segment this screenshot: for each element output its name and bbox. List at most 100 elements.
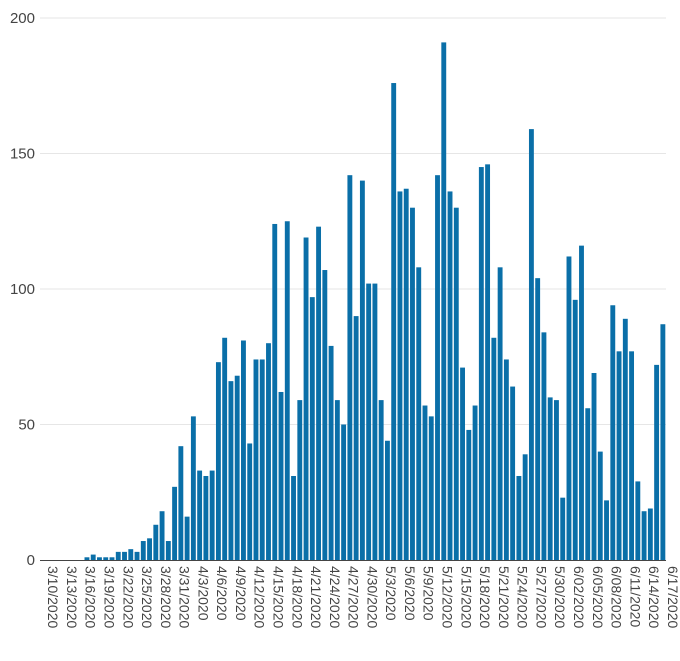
x-tick-label: 4/21/2020 [308,566,324,628]
bar [397,191,403,560]
bar [165,541,171,560]
bar [654,364,660,560]
bar [372,283,378,560]
bar [378,400,384,560]
x-tick-label: 3/16/2020 [83,566,99,628]
bar [184,516,190,560]
y-tick-label: 150 [10,146,35,163]
bar [309,297,315,560]
bar [359,180,365,560]
bar [460,367,465,560]
y-tick-label: 200 [10,10,35,27]
x-tick-label: 6/02/2020 [571,566,587,628]
bar [90,554,96,560]
bar [591,373,597,560]
bar [322,270,328,560]
bar [222,337,228,560]
bar [422,405,428,560]
bar [528,129,534,561]
bar [516,475,522,560]
bar [134,551,140,560]
x-tick-label: 3/22/2020 [120,566,136,628]
x-tick-label: 3/25/2020 [139,566,155,628]
bar [635,481,641,560]
x-tick-label: 6/17/2020 [665,566,680,628]
bar [97,557,102,560]
x-tick-label: 6/11/2020 [627,566,643,627]
bar [466,429,472,560]
x-tick-label: 4/18/2020 [289,566,305,628]
bar [140,541,146,560]
bar [472,405,478,560]
bar [510,386,516,560]
bar [303,237,309,560]
bar [622,318,628,560]
bar [122,551,127,560]
bar [178,446,184,560]
bar [391,83,397,560]
bar [147,538,152,560]
bar [366,283,372,560]
bar [128,549,134,560]
bar [109,557,115,560]
bar [485,164,491,560]
x-tick-label: 3/31/2020 [177,566,193,628]
bar [547,397,553,560]
x-tick-label: 5/21/2020 [496,566,512,628]
bar [266,343,271,560]
x-tick-label: 4/6/2020 [214,566,230,621]
bar [435,175,440,560]
bar [604,500,609,560]
x-tick-label: 5/30/2020 [552,566,568,628]
bar [585,408,591,560]
bar [284,221,290,560]
bar [616,351,622,560]
x-tick-label: 3/10/2020 [45,566,61,628]
x-tick-label: 6/14/2020 [646,566,662,628]
x-tick-label: 4/27/2020 [346,566,362,628]
x-axis: 3/10/2020 3/13/2020 3/16/2020 3/19/2020 3/22… [40,560,680,628]
bar [197,470,203,560]
bar [660,324,666,560]
bar [297,400,303,560]
x-tick-label: 6/05/2020 [590,566,606,628]
bar [341,424,347,560]
bar [410,207,415,560]
x-tick-label: 4/15/2020 [270,566,286,628]
bar [215,362,221,560]
bar [334,400,340,560]
y-tick-label: 100 [10,281,35,298]
bar [428,416,434,560]
bar [272,223,278,560]
bar [403,188,409,561]
bar [353,316,359,560]
x-tick-label: 3/19/2020 [101,566,117,628]
bar [278,391,284,560]
bar [503,359,509,560]
bars-layer [84,42,666,561]
bar [172,486,178,560]
bar [647,508,653,560]
bar [328,345,334,560]
bar [103,557,109,560]
x-tick-label: 5/9/2020 [421,566,437,621]
bar [447,191,453,560]
y-axis: 0 50 100 150 200 [10,10,35,569]
bar [291,475,296,560]
bar [572,299,578,560]
x-tick-label: 4/12/2020 [252,566,268,628]
x-tick-label: 4/24/2020 [327,566,343,628]
bar [253,359,259,560]
bar [478,167,484,561]
x-tick-label: 3/28/2020 [158,566,174,628]
bar [453,207,459,560]
bar [610,305,616,560]
bar [497,267,503,560]
bar [597,451,603,560]
x-tick-label: 5/12/2020 [440,566,456,628]
bar [641,511,647,560]
y-tick-label: 50 [18,417,35,434]
bar [566,256,572,560]
